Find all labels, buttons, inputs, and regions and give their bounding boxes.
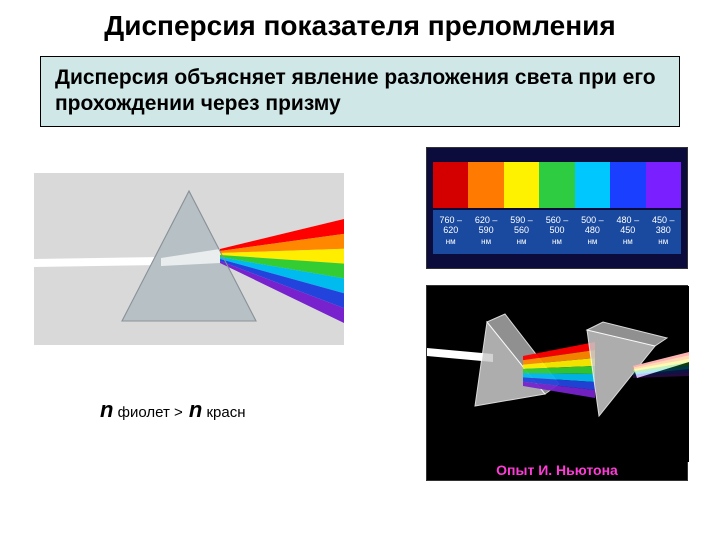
formula-sub1: фиолет (113, 404, 174, 421)
spectrum-band (504, 162, 539, 208)
spectrum-label: 620 –590нм (468, 210, 503, 254)
spectrum-band (646, 162, 681, 208)
spectrum-label: 760 –620нм (433, 210, 468, 254)
spectrum-label: 500 –480нм (575, 210, 610, 254)
formula-op: > (174, 404, 183, 421)
prism-diagram (34, 173, 344, 345)
spectrum-band (610, 162, 645, 208)
spectrum-chart: 760 –620нм620 –590нм590 –560нм560 –500нм… (426, 147, 688, 269)
formula-n2: n (183, 397, 203, 422)
spectrum-band (575, 162, 610, 208)
spectrum-label: 560 –500нм (539, 210, 574, 254)
formula-n1: n (100, 397, 113, 422)
spectrum-label: 450 –380нм (646, 210, 681, 254)
subtitle-box: Дисперсия объясняет явление разложения с… (40, 56, 680, 127)
newton-diagram: Опыт И. Ньютона (426, 285, 688, 481)
newton-caption: Опыт И. Ньютона (427, 462, 687, 478)
spectrum-band (539, 162, 574, 208)
spectrum-label: 480 –450нм (610, 210, 645, 254)
content-area: 760 –620нм620 –590нм590 –560нм560 –500нм… (0, 147, 720, 527)
formula: n фиолет > n красн (100, 397, 246, 423)
page-title: Дисперсия показателя преломления (0, 10, 720, 42)
formula-sub2: красн (202, 404, 245, 421)
spectrum-band (433, 162, 468, 208)
spectrum-band (468, 162, 503, 208)
spectrum-label: 590 –560нм (504, 210, 539, 254)
